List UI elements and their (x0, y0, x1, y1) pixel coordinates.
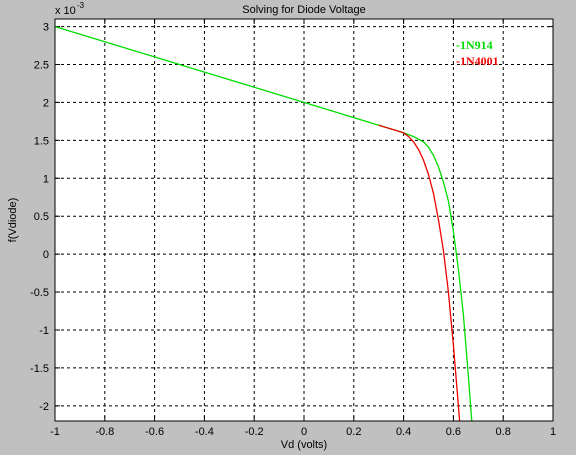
x-tick-label: 0.4 (396, 426, 411, 438)
y-tick-label: 0.5 (34, 211, 49, 223)
y-tick-label: -2 (39, 401, 49, 413)
x-tick-label: -1 (50, 426, 60, 438)
y-tick-label: 0 (43, 249, 49, 261)
y-tick-label: -1 (39, 325, 49, 337)
x-tick-label: 0.8 (496, 426, 511, 438)
y-tick-label: 3 (43, 22, 49, 34)
grid-lines (55, 19, 553, 421)
legend: -1N914 -1N4001 (456, 38, 499, 68)
legend-entry-1n914: -1N914 (456, 38, 493, 52)
legend-entry-1n4001: -1N4001 (456, 54, 499, 68)
x-tick-label: -0.6 (145, 426, 164, 438)
x-tick-label: 1 (550, 426, 556, 438)
x-tick-label: 0.6 (446, 426, 461, 438)
y-multiplier-base: x 10 (55, 5, 76, 17)
axis-ticks: -1 -0.8 -0.6 -0.4 -0.2 0 0.2 0.4 0.6 0.8 1 -2 -1.5 -1… (30, 19, 556, 438)
plot-frame (54, 18, 554, 422)
x-tick-label: -0.2 (245, 426, 264, 438)
y-axis-label: f(Vdiode) (7, 198, 19, 243)
y-multiplier-exponent: -3 (77, 1, 85, 10)
chart-title: Solving for Diode Voltage (242, 4, 366, 16)
y-tick-label: 1.5 (34, 135, 49, 147)
y-tick-label: 2.5 (34, 60, 49, 72)
series-line-1n4001 (378, 124, 461, 422)
series-line-1n914 (54, 25, 473, 422)
x-tick-label: -0.4 (195, 426, 214, 438)
x-axis-label: Vd (volts) (281, 439, 327, 451)
x-tick-label: 0.2 (346, 426, 361, 438)
y-tick-label: 1 (43, 173, 49, 185)
series-group (54, 25, 473, 422)
y-tick-label: -1.5 (30, 363, 49, 375)
x-tick-label: 0 (301, 426, 307, 438)
x-tick-label: -0.8 (95, 426, 114, 438)
y-tick-label: 2 (43, 97, 49, 109)
y-tick-label: -0.5 (30, 287, 49, 299)
y-multiplier: x 10 -3 (55, 1, 85, 17)
